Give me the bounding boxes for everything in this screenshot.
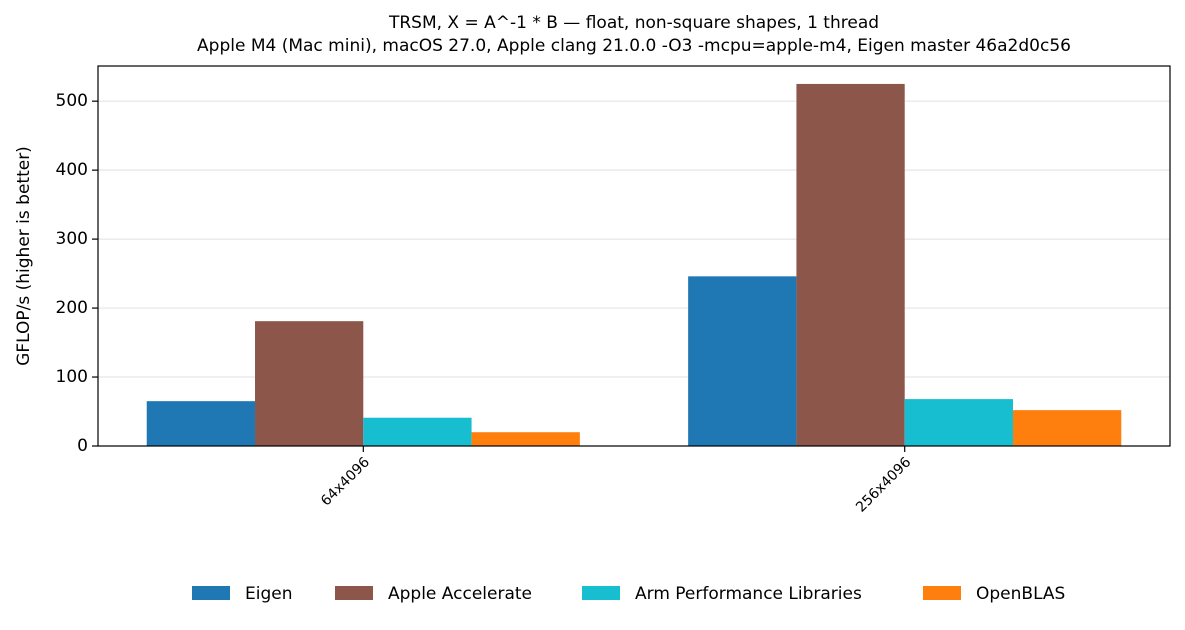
chart-title: TRSM, X = A^-1 * B — float, non-square s… xyxy=(388,13,879,33)
bar xyxy=(688,276,797,446)
bar xyxy=(796,83,905,447)
y-axis-label: GFLOP/s (higher is better) xyxy=(14,146,34,366)
y-tick-label: 300 xyxy=(56,229,88,249)
y-tick-label: 500 xyxy=(56,91,88,111)
y-tick-label: 200 xyxy=(56,298,88,318)
legend-swatch xyxy=(923,586,961,600)
bar xyxy=(471,432,580,446)
x-tick-label: 256x4096 xyxy=(853,454,914,515)
y-tick-label: 400 xyxy=(56,160,88,180)
bar xyxy=(146,401,256,446)
y-tick-label: 100 xyxy=(56,367,88,387)
legend-label: OpenBLAS xyxy=(976,584,1065,604)
legend-swatch xyxy=(582,586,620,600)
plot-frame xyxy=(97,65,1171,447)
legend-label: Apple Accelerate xyxy=(388,584,532,604)
bar xyxy=(1012,410,1122,446)
bar xyxy=(904,399,1013,446)
bar xyxy=(255,321,364,446)
chart-subtitle: Apple M4 (Mac mini), macOS 27.0, Apple c… xyxy=(197,36,1071,56)
legend-swatch xyxy=(192,586,230,600)
legend-label: Arm Performance Libraries xyxy=(635,584,862,604)
legend-swatch xyxy=(335,586,373,600)
bar xyxy=(363,417,472,446)
legend-label: Eigen xyxy=(245,584,293,604)
x-tick-label: 64x4096 xyxy=(318,454,373,509)
y-tick-label: 0 xyxy=(77,436,88,456)
